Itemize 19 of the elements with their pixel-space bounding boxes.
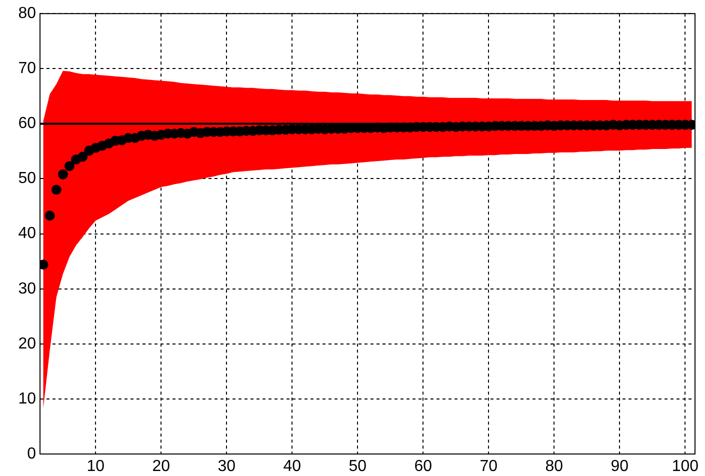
- y-tick-label: 80: [18, 5, 36, 22]
- x-tick-label: 20: [152, 458, 170, 476]
- y-tick-label: 40: [18, 225, 36, 242]
- x-tick-label: 70: [480, 458, 498, 476]
- x-tick-label: 30: [218, 458, 236, 476]
- x-tick-label: 50: [348, 458, 367, 476]
- x-tick-label: 100: [672, 458, 699, 476]
- x-tick-label: 80: [545, 458, 564, 476]
- y-tick-label: 20: [18, 335, 36, 352]
- y-tick-label: 30: [18, 280, 36, 298]
- x-tick-label: 40: [283, 458, 302, 476]
- y-tick-label: 0: [27, 445, 36, 462]
- y-tick-label: 70: [18, 60, 36, 78]
- y-tick-label: 60: [18, 115, 36, 132]
- x-tick-label: 90: [610, 458, 629, 476]
- y-tick-label: 10: [18, 390, 36, 408]
- x-tick-label: 10: [86, 458, 105, 476]
- y-tick-label: 50: [18, 170, 36, 188]
- x-tick-label: 60: [414, 458, 432, 476]
